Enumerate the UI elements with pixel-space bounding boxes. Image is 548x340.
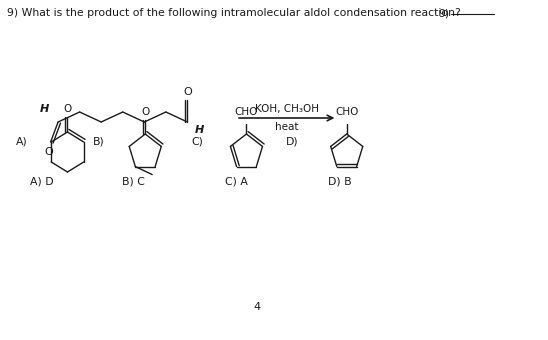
Text: heat: heat bbox=[275, 122, 299, 132]
Text: CHO: CHO bbox=[235, 107, 258, 117]
Text: 9): 9) bbox=[438, 8, 450, 18]
Text: B) C: B) C bbox=[122, 177, 145, 187]
Text: C) A: C) A bbox=[225, 177, 248, 187]
Text: O: O bbox=[141, 107, 150, 117]
Text: D) B: D) B bbox=[328, 177, 352, 187]
Text: D): D) bbox=[286, 137, 299, 147]
Text: CHO: CHO bbox=[335, 107, 358, 117]
Text: O: O bbox=[64, 104, 72, 114]
Text: 9) What is the product of the following intramolecular aldol condensation reacti: 9) What is the product of the following … bbox=[7, 8, 460, 18]
Text: A) D: A) D bbox=[30, 177, 54, 187]
Text: KOH, CH₃OH: KOH, CH₃OH bbox=[255, 104, 319, 114]
Text: O: O bbox=[183, 87, 192, 97]
Text: C): C) bbox=[191, 137, 203, 147]
Text: A): A) bbox=[16, 137, 28, 147]
Text: 4: 4 bbox=[253, 302, 260, 312]
Text: O: O bbox=[44, 147, 53, 157]
Text: B): B) bbox=[93, 137, 105, 147]
Text: H: H bbox=[39, 104, 49, 114]
Text: H: H bbox=[195, 125, 204, 135]
